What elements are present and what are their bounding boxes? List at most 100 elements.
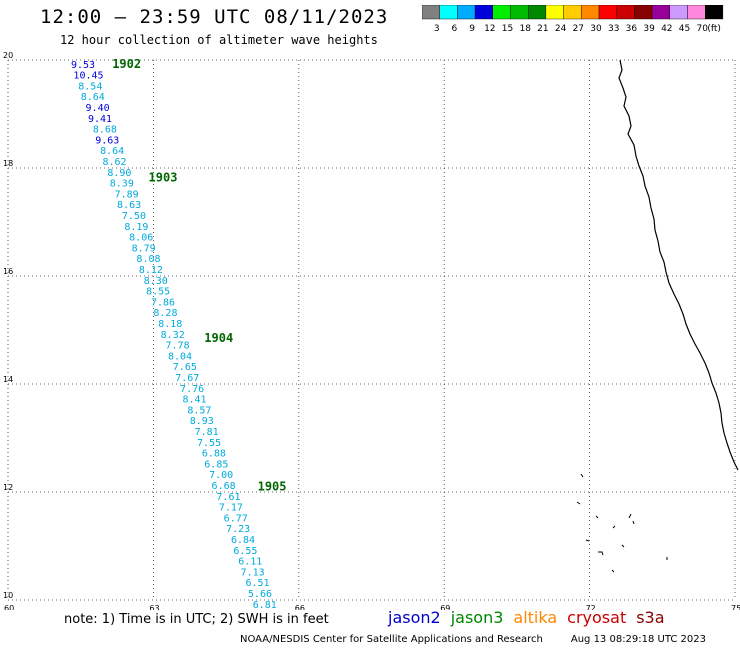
swh-value-label: 8.93 <box>190 416 214 427</box>
swh-value-label: 8.68 <box>93 125 117 136</box>
colorbar-tick-label: 12 <box>484 24 495 34</box>
colorbar-unit-label: (ft) <box>707 24 721 34</box>
colorbar-tick-label: 36 <box>626 24 638 34</box>
lon-tick-label: 75 <box>731 604 740 610</box>
swh-value-label: 10.45 <box>73 71 103 82</box>
swh-value-label: 7.61 <box>216 492 240 503</box>
credit-timestamp: Aug 13 08:29:18 UTC 2023 <box>570 634 707 645</box>
footer-note: note: 1) Time is in UTC; 2) SWH is in fe… <box>64 612 329 627</box>
jason3-track: 9.5310.458.548.649.409.418.689.638.648.6… <box>71 57 287 610</box>
swh-value-label: 8.54 <box>78 81 102 92</box>
swh-value-label: 7.78 <box>166 341 190 352</box>
swh-value-label: 5.66 <box>248 589 272 600</box>
colorbar-tick-label: 24 <box>555 24 567 34</box>
map-title: 12:00 — 23:59 UTC 08/11/2023 <box>40 6 389 28</box>
swh-value-label: 6.51 <box>245 578 269 589</box>
swh-value-label: 7.65 <box>173 362 197 373</box>
swh-value-label: 8.79 <box>132 243 156 254</box>
swh-value-label: 6.88 <box>202 449 226 460</box>
swh-value-label: 8.19 <box>124 222 148 233</box>
colorbar-tick-label: 3 <box>434 24 440 34</box>
colorbar-tick-label: 45 <box>679 24 690 34</box>
coastline-india-west <box>618 59 739 471</box>
swh-value-label: 7.67 <box>175 373 199 384</box>
swh-value-label: 7.00 <box>209 470 233 481</box>
swh-value-label: 6.84 <box>231 535 255 546</box>
swh-value-label: 7.13 <box>241 567 265 578</box>
swh-value-label: 8.55 <box>146 287 170 298</box>
swh-value-label: 9.63 <box>95 135 119 146</box>
credit-line: NOAA/NESDIS Center for Satellite Applica… <box>240 634 734 645</box>
colorbar-tick-label: 30 <box>590 24 602 34</box>
swh-value-label: 7.50 <box>122 211 146 222</box>
swh-value-label: 8.06 <box>129 233 153 244</box>
satellite-legend: jason2 jason3 altika cryosat s3a <box>388 608 675 627</box>
swh-value-label: 7.17 <box>219 503 243 514</box>
swh-value-label: 8.90 <box>107 168 131 179</box>
colorbar-tick-label: 9 <box>469 24 475 34</box>
satellite-cryosat: cryosat <box>567 608 627 627</box>
swh-value-label: 7.76 <box>180 384 204 395</box>
lon-tick-label: 63 <box>149 604 159 610</box>
colorbar-tick-label: 70 <box>696 24 708 34</box>
colorbar-tick-label: 6 <box>452 24 458 34</box>
lat-tick-label: 14 <box>3 375 13 384</box>
colorbar-tick-label: 21 <box>537 24 548 34</box>
satellite-jason3: jason3 <box>450 608 504 627</box>
swh-value-label: 6.55 <box>233 546 257 557</box>
swh-value-label: 6.85 <box>204 459 228 470</box>
colorbar-tick-label: 18 <box>519 24 531 34</box>
swh-value-label: 8.28 <box>153 308 177 319</box>
swh-value-label: 6.68 <box>212 481 236 492</box>
satellite-jason2: jason2 <box>388 608 441 627</box>
swh-value-label: 8.63 <box>117 200 141 211</box>
laccadive-islands <box>576 473 668 573</box>
lat-tick-label: 20 <box>3 51 13 60</box>
swh-value-label: 9.40 <box>86 103 110 114</box>
satellite-s3a: s3a <box>636 608 665 627</box>
map-axis-labels: 60 63 66 69 72 75 20 18 16 14 12 10 <box>3 51 740 610</box>
colorbar-tick-label: 42 <box>661 24 672 34</box>
colorbar-tick-label: 33 <box>608 24 619 34</box>
swh-value-label: 6.11 <box>238 557 262 568</box>
swh-value-label: 8.57 <box>187 405 211 416</box>
swh-value-label: 6.77 <box>224 513 248 524</box>
lon-tick-label: 66 <box>295 604 305 610</box>
swh-value-label: 8.32 <box>161 330 185 341</box>
swh-value-label: 7.23 <box>226 524 250 535</box>
swh-value-label: 8.12 <box>139 265 163 276</box>
swh-value-label: 6.81 <box>253 600 277 610</box>
swh-value-label: 8.64 <box>81 92 105 103</box>
wave-height-colorbar: 3 6 9 12 15 18 21 24 27 30 33 36 39 42 45 70 (ft) <box>422 5 724 34</box>
colorbar-swatch <box>705 5 724 20</box>
map-subtitle: 12 hour collection of altimeter wave hei… <box>60 33 378 47</box>
swh-value-label: 7.86 <box>151 297 175 308</box>
lat-tick-label: 16 <box>3 267 13 276</box>
lon-tick-label: 69 <box>440 604 450 610</box>
swh-value-label: 8.18 <box>158 319 182 330</box>
satellite-altika: altika <box>513 608 558 627</box>
swh-value-label: 8.39 <box>110 179 134 190</box>
swh-value-label: 8.04 <box>168 351 192 362</box>
swh-value-label: 7.81 <box>195 427 219 438</box>
swh-value-label: 8.08 <box>136 254 160 265</box>
colorbar-tick-label: 15 <box>502 24 513 34</box>
lon-tick-label: 60 <box>4 604 14 610</box>
track-time-label: 1902 <box>112 57 141 71</box>
colorbar-tick-label: 39 <box>643 24 655 34</box>
swh-value-label: 7.89 <box>115 189 139 200</box>
track-time-label: 1905 <box>258 480 287 494</box>
swh-value-label: 9.41 <box>88 114 112 125</box>
credit-agency: NOAA/NESDIS Center for Satellite Applica… <box>240 634 543 645</box>
swh-value-label: 8.64 <box>100 146 124 157</box>
colorbar-tick-label: 27 <box>573 24 584 34</box>
lat-tick-label: 10 <box>3 591 13 600</box>
swh-value-label: 8.41 <box>182 395 206 406</box>
lat-tick-label: 18 <box>3 159 13 168</box>
lon-tick-label: 72 <box>586 604 596 610</box>
swh-value-label: 7.55 <box>197 438 221 449</box>
swh-value-label: 9.53 <box>71 60 95 71</box>
swh-value-label: 8.30 <box>144 276 168 287</box>
lat-tick-label: 12 <box>3 483 13 492</box>
